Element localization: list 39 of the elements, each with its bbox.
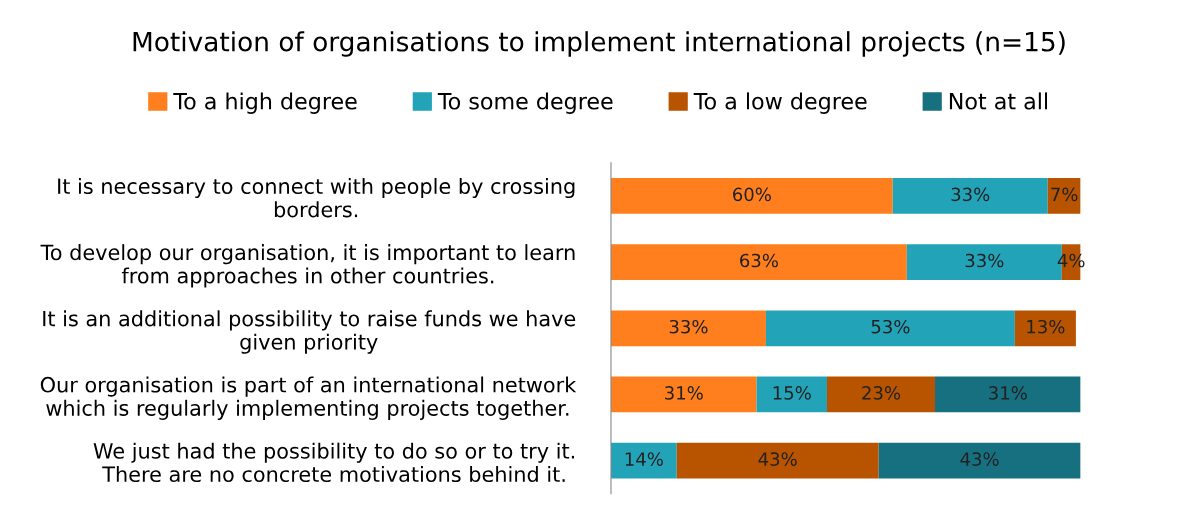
- bar: [1014, 310, 1076, 347]
- bar: [892, 178, 1048, 214]
- bar: [756, 376, 827, 413]
- bar: [610, 244, 907, 280]
- y-tick-label: It is necessary to connect with people by crossing borders.: [58, 177, 575, 218]
- data-label: 60%: [733, 187, 771, 202]
- y-tick-label: It is an additional possibility to raise funds we have given priority: [43, 310, 576, 354]
- bar: [610, 310, 766, 347]
- data-label: 33%: [951, 187, 990, 202]
- data-label: 31%: [989, 386, 1027, 400]
- bar: [610, 442, 677, 479]
- data-label: 7%: [1051, 187, 1078, 202]
- y-tick-label: Our organisation is part of an international network which is regularly implementing projects together.: [40, 376, 577, 420]
- data-label: 43%: [960, 452, 999, 466]
- data-label: 31%: [665, 386, 703, 400]
- data-label: 15%: [773, 386, 811, 400]
- bar: [765, 310, 1015, 347]
- bar: [827, 376, 936, 413]
- y-tick-label: To develop our organisation, it is important to learn from approaches in other countries.: [40, 244, 575, 288]
- data-label: 13%: [1027, 319, 1065, 334]
- y-tick-label: We just had the possibility to do so or to try it. There are no concrete motivations behind it.: [93, 442, 575, 483]
- chart-title: Motivation of organisations to implement international projects (n=15): [133, 31, 1065, 57]
- data-label: 33%: [669, 319, 708, 334]
- bar: [610, 376, 757, 413]
- data-label: 63%: [740, 253, 778, 268]
- data-label: 14%: [625, 452, 663, 466]
- data-label: 23%: [862, 386, 901, 400]
- bar: [676, 442, 879, 479]
- bar: [935, 376, 1081, 413]
- legend-label: To a low degree: [693, 92, 867, 114]
- bar: [610, 178, 893, 214]
- data-label: 33%: [965, 253, 1004, 268]
- data-label: 43%: [758, 452, 797, 466]
- bar: [878, 442, 1081, 479]
- legend-label: To some degree: [437, 92, 613, 114]
- data-label: 53%: [871, 319, 910, 334]
- bar: [1047, 178, 1081, 214]
- legend-label: To a high degree: [173, 92, 357, 114]
- legend-label: Not at all: [949, 92, 1048, 110]
